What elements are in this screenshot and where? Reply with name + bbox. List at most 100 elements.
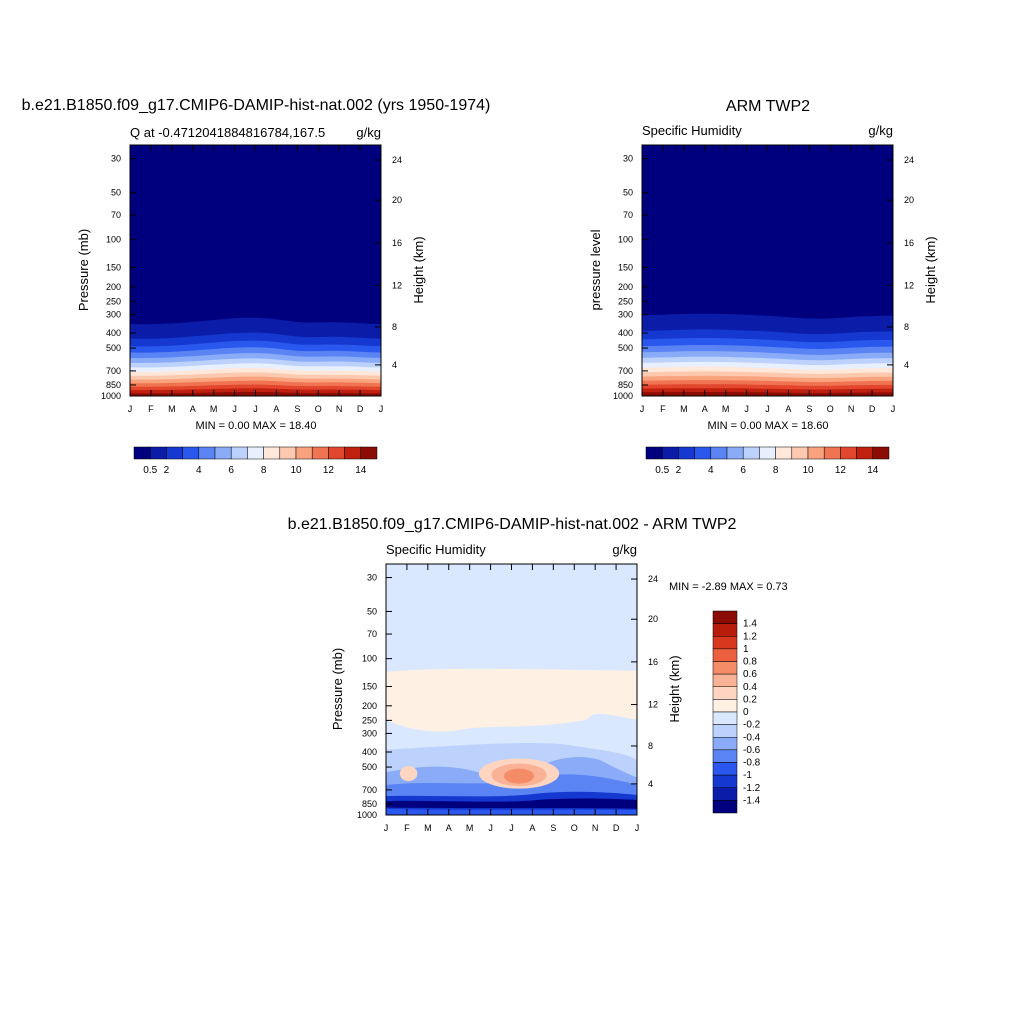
panel-diff-ylabel: Pressure (mb) bbox=[330, 648, 345, 730]
panel-diff-colorbar: 1.41.2 1 0.80.6 0.40.2 0 -0.2-0.4 -0.6 -0.8-1 -1… bbox=[712, 610, 761, 814]
colorbar-box bbox=[791, 446, 809, 460]
panel-model-ylabel-right: Height (km) bbox=[411, 236, 426, 303]
panel-obs: ARM TWP2 Specific Humidity g/kg J F M A M J J A… bbox=[588, 98, 938, 476]
y-tick-label: 200 bbox=[362, 701, 377, 711]
colorbar-box bbox=[166, 446, 183, 460]
colorbar-box bbox=[712, 610, 738, 624]
x-tick-label: N bbox=[592, 823, 599, 833]
x-tick-label: S bbox=[550, 823, 556, 833]
y2-tick-label: 16 bbox=[648, 657, 658, 667]
colorbar-label: 0.6 bbox=[743, 669, 757, 680]
x-tick-label: J bbox=[253, 404, 258, 414]
y-tick-label: 70 bbox=[111, 210, 121, 220]
colorbar-box bbox=[661, 446, 679, 460]
colorbar-box bbox=[198, 446, 216, 460]
y-tick-label: 850 bbox=[618, 380, 633, 390]
x-tick-label: M bbox=[722, 404, 730, 414]
panel-obs-ylabel-right: Height (km) bbox=[923, 236, 938, 303]
colorbar-box bbox=[133, 446, 151, 460]
panel-model-title: b.e21.B1850.f09_g17.CMIP6-DAMIP-hist-nat… bbox=[22, 97, 491, 114]
colorbar-box bbox=[712, 673, 738, 687]
y-tick-label: 200 bbox=[106, 282, 121, 292]
colorbar-label: 10 bbox=[290, 465, 302, 476]
x-tick-label: J bbox=[640, 404, 645, 414]
y-tick-label: 1000 bbox=[101, 391, 121, 401]
x-tick-label: D bbox=[613, 823, 620, 833]
colorbar-label: 6 bbox=[740, 465, 746, 476]
colorbar-box bbox=[712, 686, 738, 700]
panel-obs-colorbar: 0.5 2 4 6 8 10 12 14 bbox=[645, 446, 890, 476]
colorbar-label: 0.2 bbox=[743, 694, 757, 705]
panel-diff: b.e21.B1850.f09_g17.CMIP6-DAMIP-hist-nat… bbox=[288, 516, 788, 833]
x-tick-label: O bbox=[315, 404, 322, 414]
colorbar-box bbox=[295, 446, 313, 460]
y-tick-label: 100 bbox=[362, 654, 377, 664]
y2-tick-label: 16 bbox=[392, 238, 402, 248]
panel-diff-field bbox=[386, 564, 637, 815]
x-tick-label: A bbox=[702, 404, 708, 414]
x-tick-label: A bbox=[190, 404, 196, 414]
x-tick-label: J bbox=[379, 404, 384, 414]
x-tick-label: J bbox=[635, 823, 640, 833]
colorbar-label: 8 bbox=[773, 465, 779, 476]
colorbar-label: 8 bbox=[261, 465, 267, 476]
colorbar-box bbox=[263, 446, 281, 460]
panel-model-minmax: MIN = 0.00 MAX = 18.40 bbox=[195, 420, 316, 432]
y2-tick-label: 4 bbox=[648, 779, 653, 789]
colorbar-label: 2 bbox=[676, 465, 682, 476]
colorbar-box bbox=[247, 446, 264, 460]
colorbar-box bbox=[823, 446, 841, 460]
colorbar-label: 0.8 bbox=[743, 657, 757, 668]
y-tick-label: 700 bbox=[106, 366, 121, 376]
contour-band bbox=[503, 768, 535, 784]
x-tick-label: M bbox=[680, 404, 688, 414]
y-tick-label: 30 bbox=[367, 573, 377, 583]
y-tick-label: 150 bbox=[106, 262, 121, 272]
colorbar-box bbox=[230, 446, 248, 460]
y2-tick-label: 24 bbox=[904, 155, 914, 165]
y-tick-label: 150 bbox=[362, 681, 377, 691]
panel-model-units: g/kg bbox=[356, 125, 381, 140]
x-tick-label: A bbox=[273, 404, 279, 414]
colorbar-box bbox=[759, 446, 776, 460]
panel-diff-axes: J F M A M J J A S O N D J 30 50 70 100 150 200 250 300 400 500… bbox=[357, 564, 658, 833]
colorbar-box bbox=[856, 446, 874, 460]
contour-band bbox=[399, 766, 418, 782]
x-tick-label: F bbox=[148, 404, 154, 414]
panel-diff-minmax: MIN = -2.89 MAX = 0.73 bbox=[669, 581, 788, 593]
colorbar-label: 14 bbox=[355, 465, 367, 476]
panel-diff-left-string: Specific Humidity bbox=[386, 542, 486, 557]
y-tick-label: 100 bbox=[618, 235, 633, 245]
y-tick-label: 500 bbox=[106, 343, 121, 353]
colorbar-box bbox=[149, 446, 167, 460]
colorbar-label: -1.4 bbox=[743, 795, 761, 806]
panel-obs-units: g/kg bbox=[868, 123, 893, 138]
y-tick-label: 300 bbox=[106, 309, 121, 319]
panel-obs-title: ARM TWP2 bbox=[726, 98, 810, 115]
colorbar-label: -0.8 bbox=[743, 758, 761, 769]
y-tick-label: 400 bbox=[618, 328, 633, 338]
y2-tick-label: 4 bbox=[904, 360, 909, 370]
y-tick-label: 200 bbox=[618, 282, 633, 292]
x-tick-label: A bbox=[529, 823, 535, 833]
x-tick-label: S bbox=[806, 404, 812, 414]
colorbar-label: 1.2 bbox=[743, 631, 757, 642]
y2-tick-label: 8 bbox=[904, 322, 909, 332]
colorbar-box bbox=[742, 446, 760, 460]
x-tick-label: N bbox=[848, 404, 855, 414]
y-tick-label: 400 bbox=[362, 747, 377, 757]
colorbar-label: 0.5 bbox=[143, 465, 157, 476]
y-tick-label: 70 bbox=[367, 629, 377, 639]
panel-obs-field bbox=[642, 145, 893, 396]
colorbar-box bbox=[182, 446, 200, 460]
y-tick-label: 150 bbox=[618, 262, 633, 272]
panel-model-ylabel: Pressure (mb) bbox=[76, 229, 91, 311]
panel-model-left-string: Q at -0.4712041884816784,167.5 bbox=[130, 125, 325, 140]
y2-tick-label: 12 bbox=[648, 700, 658, 710]
panel-diff-units: g/kg bbox=[612, 542, 637, 557]
colorbar-box bbox=[360, 446, 378, 460]
colorbar-label: -0.4 bbox=[743, 732, 761, 743]
colorbar-box bbox=[712, 699, 738, 713]
